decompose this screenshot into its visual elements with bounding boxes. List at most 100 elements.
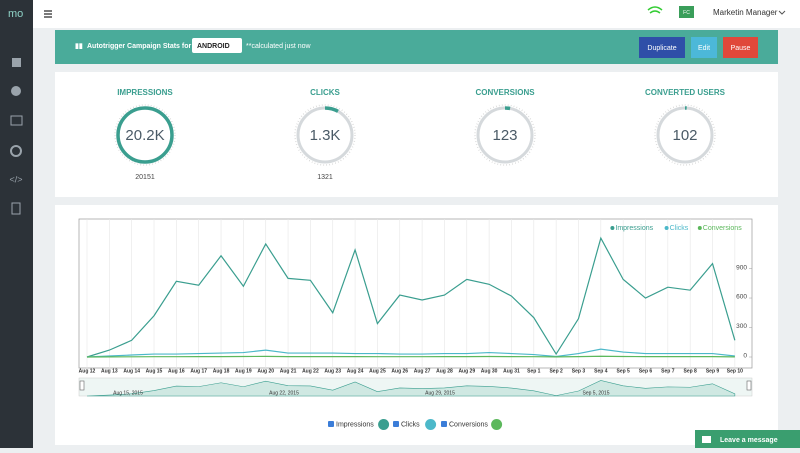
x-tick-label: Aug 21	[280, 368, 297, 374]
x-tick-label: Sep 3	[572, 368, 586, 374]
legend-toggle-label: Impressions	[336, 421, 374, 428]
gauge-ticks	[474, 104, 536, 166]
plot-frame	[78, 218, 753, 369]
avatar[interactable]	[679, 6, 694, 18]
logo: mo	[8, 8, 23, 20]
wifi-icon	[647, 6, 663, 14]
legend-toggle-label: Conversions	[449, 421, 488, 428]
x-tick-label: Aug 19	[235, 368, 252, 374]
stat-label: CLICKS	[310, 88, 340, 97]
stat-detail: 1321	[317, 174, 333, 181]
x-tick-label: Aug 29	[458, 368, 475, 374]
gauge-arc	[296, 106, 354, 164]
series-line	[86, 355, 735, 358]
x-tick-label: Aug 16	[168, 368, 185, 374]
sidebar-icons: </>	[9, 58, 23, 215]
x-tick-label: Aug 13	[101, 368, 118, 374]
nav-handle	[79, 380, 85, 391]
stat-label: CONVERTED USERS	[645, 88, 726, 97]
gauge-ticks	[114, 104, 176, 166]
icon-doc[interactable]	[11, 202, 21, 215]
navigator-label: Aug 15, 2015	[113, 390, 143, 396]
icon-stats[interactable]	[10, 115, 23, 126]
btn-pause[interactable]	[723, 37, 758, 58]
x-tick-label: Aug 22	[302, 368, 319, 374]
legend-dot	[664, 226, 669, 230]
caret	[778, 10, 786, 15]
legend-checkbox	[393, 421, 399, 427]
chat-label: Leave a message	[720, 437, 778, 444]
stat-detail: 20151	[135, 174, 155, 181]
chat-icon	[702, 436, 711, 443]
header-title: Autotrigger Campaign Stats for	[87, 43, 192, 50]
legend-label: Impressions	[615, 225, 653, 232]
x-tick-label: Aug 17	[190, 368, 207, 374]
x-tick-label: Aug 24	[347, 368, 364, 374]
legend-label: Conversions	[703, 225, 742, 232]
x-tick-label: Sep 5	[616, 368, 630, 374]
legend-toggle-label: Clicks	[401, 421, 420, 428]
x-tick-label: Sep 4	[594, 368, 608, 374]
topbar	[33, 0, 800, 28]
legend-checkbox	[328, 421, 334, 427]
x-tick-label: Sep 7	[661, 368, 675, 374]
icon-home[interactable]	[12, 58, 21, 67]
icon-target[interactable]	[10, 145, 22, 157]
legend-label: Clicks	[670, 225, 689, 232]
x-tick-label: Aug 14	[123, 368, 140, 374]
y-tick-label: 0	[743, 353, 747, 360]
gauge-ticks	[294, 104, 356, 166]
btn-label: Duplicate	[647, 45, 676, 52]
gauge-arc	[656, 106, 714, 164]
x-tick-label: Aug 12	[79, 368, 96, 374]
stats: IMPRESSIONS 20.2K 20151 CLICKS 1.3K 1321 CONVE…	[114, 88, 726, 181]
x-tick-label: Aug 28	[436, 368, 453, 374]
series-line	[86, 348, 735, 358]
navigator-area	[86, 380, 736, 397]
header-note: **calculated just now	[246, 43, 312, 50]
stat-value: 20.2K	[125, 127, 164, 144]
chat-button[interactable]	[695, 430, 800, 448]
legend-dot	[610, 226, 615, 230]
x-tick-label: Sep 10	[727, 368, 743, 374]
user-menu[interactable]: Marketin Manager	[713, 8, 778, 17]
menu-button[interactable]	[44, 10, 52, 18]
stat-value: 1.3K	[310, 127, 341, 144]
icon-code[interactable]: </>	[9, 174, 22, 184]
y-tick-label: 900	[736, 264, 747, 271]
legend-toggle[interactable]	[378, 419, 390, 430]
navigator-label: Aug 29, 2015	[425, 390, 455, 396]
navigator-label: Aug 22, 2015	[269, 390, 299, 396]
x-tick-label: Sep 6	[639, 368, 653, 374]
btn-duplicate[interactable]	[639, 37, 685, 58]
x-tick-label: Aug 20	[257, 368, 274, 374]
platform-value: ANDROID	[197, 43, 230, 50]
y-tick-label: 600	[736, 294, 747, 301]
legend-dot	[697, 226, 702, 230]
x-tick-label: Aug 18	[213, 368, 230, 374]
gauge-ticks	[654, 104, 716, 166]
chart: Aug 12 Aug 13 Aug 14 Aug 15 Aug 16 Aug 17 Aug …	[79, 219, 753, 430]
platform-select[interactable]	[192, 38, 242, 53]
legend-checkbox	[441, 421, 447, 427]
navigator-label: Sep 5, 2015	[583, 390, 610, 396]
x-tick-label: Sep 8	[684, 368, 698, 374]
x-tick-label: Aug 26	[391, 368, 408, 374]
header-icon: ▮▮	[75, 43, 83, 50]
icon-users[interactable]	[11, 86, 21, 96]
x-tick-label: Aug 23	[324, 368, 341, 374]
x-tick-label: Aug 31	[503, 368, 520, 374]
legend-toggle[interactable]	[425, 419, 437, 430]
gauge-arc	[116, 106, 174, 164]
x-tick-label: Aug 27	[414, 368, 431, 374]
legend-toggle[interactable]	[491, 419, 503, 430]
x-tick-label: Sep 1	[527, 368, 541, 374]
x-tick-label: Sep 2	[549, 368, 563, 374]
stat-value: 123	[492, 127, 517, 144]
x-tick-label: Aug 30	[481, 368, 498, 374]
stat-value: 102	[672, 127, 697, 144]
sidebar	[0, 0, 33, 448]
btn-edit[interactable]	[691, 37, 717, 58]
series-line	[86, 236, 736, 358]
